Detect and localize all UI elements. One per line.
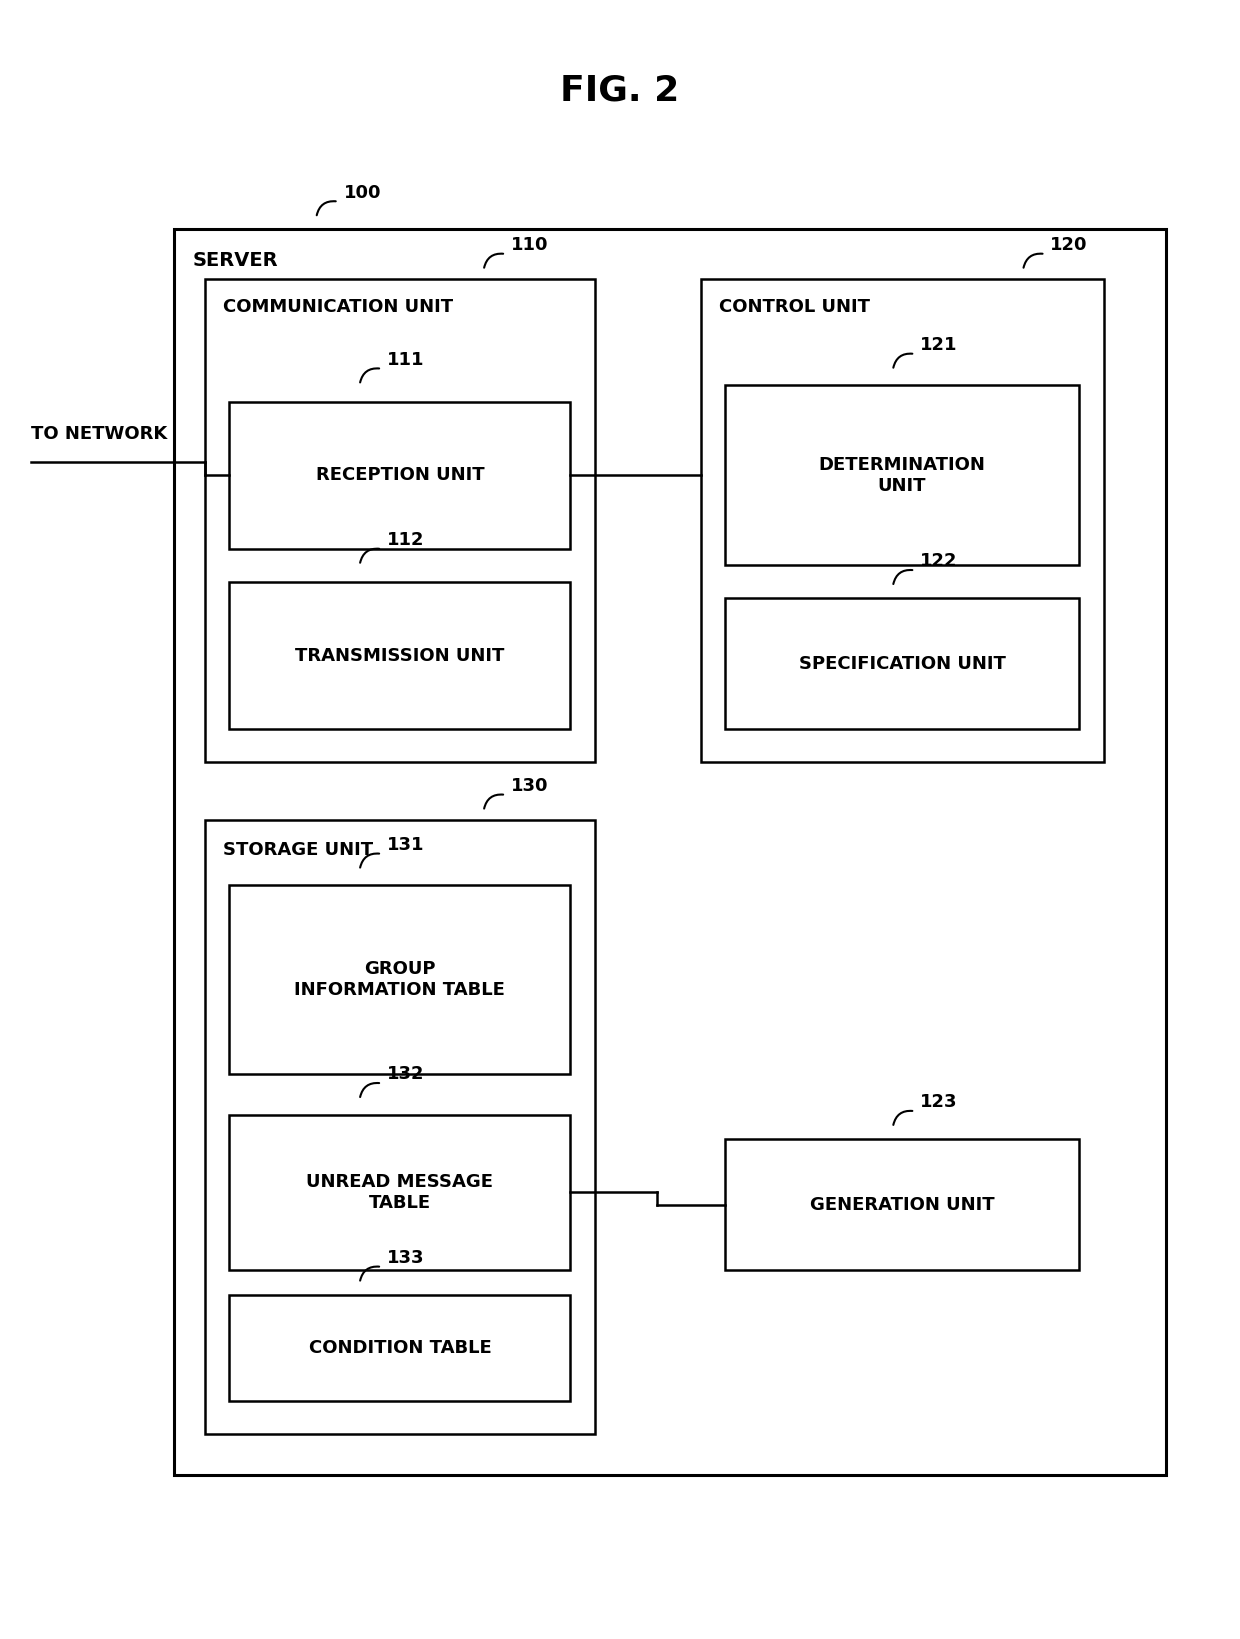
Text: FIG. 2: FIG. 2	[560, 74, 680, 107]
Bar	[229, 402, 570, 549]
Text: CONDITION TABLE: CONDITION TABLE	[309, 1339, 491, 1357]
Text: GROUP
INFORMATION TABLE: GROUP INFORMATION TABLE	[294, 960, 506, 998]
Text: RECEPTION UNIT: RECEPTION UNIT	[316, 467, 484, 484]
Text: 110: 110	[511, 236, 548, 254]
Bar	[229, 582, 570, 729]
Text: CONTROL UNIT: CONTROL UNIT	[719, 298, 870, 316]
Text: 111: 111	[387, 351, 424, 369]
Text: DETERMINATION
UNIT: DETERMINATION UNIT	[818, 456, 986, 495]
Text: SERVER: SERVER	[192, 251, 278, 270]
Bar	[725, 1139, 1079, 1270]
Bar	[205, 820, 595, 1434]
Text: 133: 133	[387, 1249, 424, 1267]
Bar	[229, 1295, 570, 1401]
Bar	[725, 598, 1079, 729]
Text: 100: 100	[343, 184, 381, 202]
Bar	[229, 885, 570, 1074]
Text: 123: 123	[920, 1093, 957, 1111]
Bar	[229, 1115, 570, 1270]
Text: COMMUNICATION UNIT: COMMUNICATION UNIT	[223, 298, 454, 316]
Text: SPECIFICATION UNIT: SPECIFICATION UNIT	[799, 656, 1006, 672]
Text: GENERATION UNIT: GENERATION UNIT	[810, 1196, 994, 1213]
Text: 120: 120	[1050, 236, 1087, 254]
Text: 131: 131	[387, 836, 424, 854]
Text: STORAGE UNIT: STORAGE UNIT	[223, 841, 373, 859]
Bar	[174, 229, 1166, 1475]
Text: 132: 132	[387, 1065, 424, 1083]
Text: TO NETWORK: TO NETWORK	[31, 425, 167, 443]
Bar	[701, 279, 1104, 762]
Text: 122: 122	[920, 552, 957, 570]
Text: 121: 121	[920, 336, 957, 354]
Text: TRANSMISSION UNIT: TRANSMISSION UNIT	[295, 647, 505, 664]
Text: UNREAD MESSAGE
TABLE: UNREAD MESSAGE TABLE	[306, 1174, 494, 1211]
Text: 112: 112	[387, 531, 424, 549]
Bar	[205, 279, 595, 762]
Text: 130: 130	[511, 777, 548, 795]
Bar	[725, 385, 1079, 565]
